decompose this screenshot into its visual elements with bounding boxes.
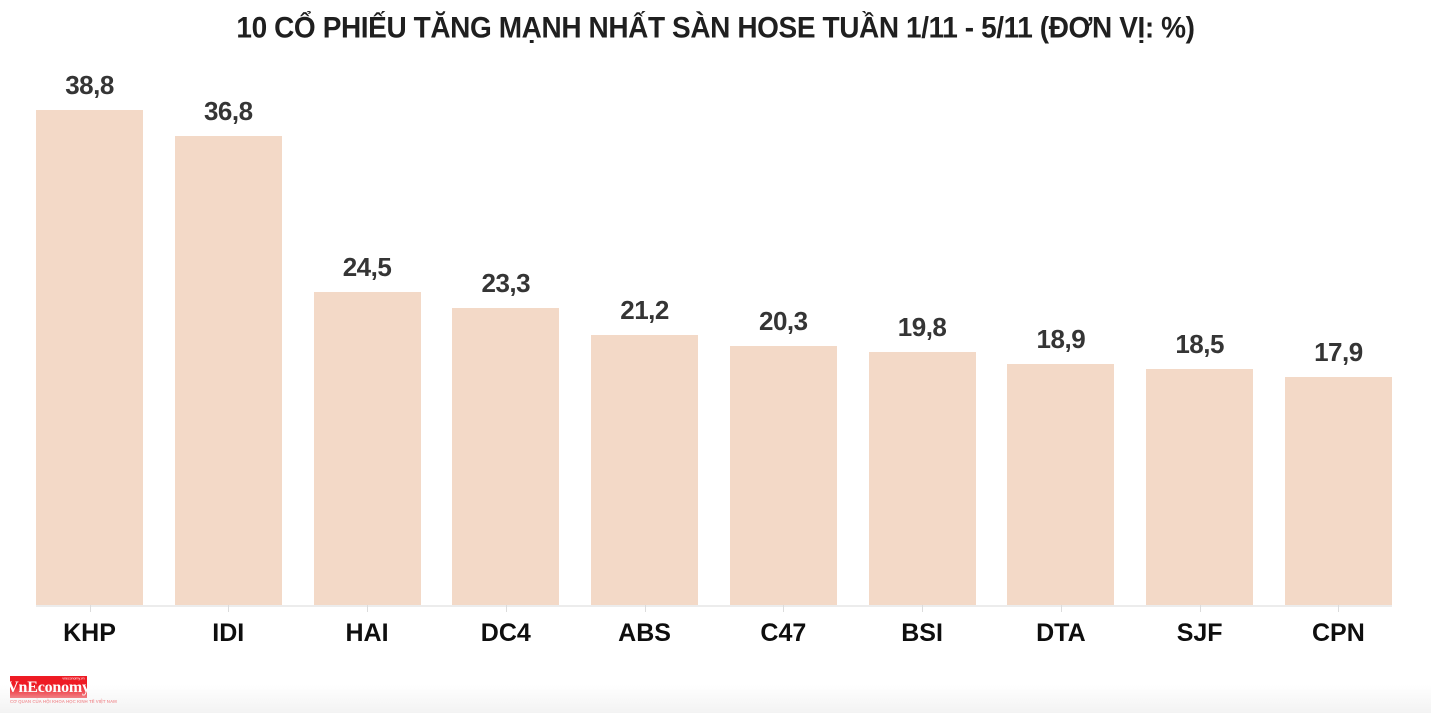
axis-tick [505, 605, 507, 612]
axis-tick [1060, 605, 1062, 612]
bar-value-label: 17,9 [1314, 337, 1363, 367]
bar-column: 21,2 [591, 295, 699, 605]
bar-column: 38,8 [36, 70, 143, 605]
bar [729, 346, 837, 605]
chart-title: 10 CỔ PHIẾU TĂNG MẠNH NHẤT SÀN HOSE TUẦN… [236, 11, 1195, 44]
category-cell: ABS [591, 605, 698, 648]
bar-value-label: 36,8 [203, 96, 253, 126]
axis-tick [367, 605, 369, 612]
axis-tick [228, 605, 230, 612]
category-label: CPN [1311, 619, 1365, 647]
bar-value-label: 21,2 [620, 295, 669, 325]
bar-column: 24,5 [313, 252, 421, 605]
axis-tick [1338, 605, 1340, 612]
bar-column: 23,3 [452, 268, 560, 605]
category-cell: DC4 [452, 605, 559, 648]
bar-value-label: 23,3 [481, 268, 531, 298]
logo-wordmark: VnEconomy [7, 679, 90, 696]
category-cell: C47 [730, 605, 837, 648]
category-cell: BSI [869, 605, 976, 648]
bar [868, 352, 976, 605]
category-label: KHP [63, 619, 116, 647]
bar-value-label: 18,9 [1036, 324, 1086, 354]
category-cell: IDI [175, 605, 282, 648]
bar [36, 110, 143, 605]
axis-tick [922, 605, 924, 612]
bar-column: 36,8 [174, 96, 282, 605]
category-label: DC4 [480, 619, 531, 647]
axis-tick [644, 605, 646, 612]
category-cell: HAI [314, 605, 421, 648]
axis-tick [783, 605, 785, 612]
bar [1146, 369, 1254, 605]
bar-column: 18,5 [1146, 329, 1254, 605]
bar [1284, 377, 1392, 605]
bar [174, 136, 282, 605]
axis-tick [1199, 605, 1201, 612]
axis-tick [89, 605, 91, 612]
category-label: IDI [212, 619, 245, 647]
category-row: KHP IDI HAI DC4 ABS C47 BSI DTA SJF CPN [36, 605, 1392, 648]
category-label: ABS [618, 619, 671, 647]
logo-url-text: vneconomy.vn [62, 677, 85, 681]
category-cell: DTA [1007, 605, 1114, 648]
category-label: BSI [901, 619, 943, 647]
category-cell: KHP [36, 605, 143, 648]
bar-column: 17,9 [1284, 337, 1392, 605]
category-label: HAI [345, 619, 389, 647]
category-label: DTA [1036, 619, 1086, 647]
vneconomy-logo: vneconomy.vn VnEconomy CƠ QUAN CỦA HỘI K… [7, 676, 117, 708]
category-cell: SJF [1146, 605, 1253, 648]
bar [313, 292, 421, 605]
bars-row: 38,8 36,8 24,5 23,3 21,2 20,3 19,8 18,9 … [36, 60, 1392, 605]
vneconomy-logo-box: vneconomy.vn VnEconomy [7, 676, 90, 698]
category-label: C47 [760, 619, 807, 647]
bar [1007, 364, 1115, 605]
bar-value-label: 38,8 [65, 70, 114, 100]
bar [591, 335, 699, 605]
bar-column: 20,3 [729, 306, 837, 605]
bar-value-label: 20,3 [759, 306, 808, 336]
bar-value-label: 18,5 [1175, 329, 1224, 359]
category-label: SJF [1176, 619, 1223, 647]
category-cell: CPN [1285, 605, 1392, 648]
bar-value-label: 24,5 [342, 252, 392, 282]
bar-column: 19,8 [868, 312, 976, 605]
plot-area: 38,8 36,8 24,5 23,3 21,2 20,3 19,8 18,9 … [36, 60, 1392, 607]
x-axis-line [36, 605, 1392, 607]
bottom-fade-decoration [0, 685, 1431, 713]
bar-value-label: 19,8 [897, 312, 947, 342]
bar [452, 308, 560, 605]
logo-tagline: CƠ QUAN CỦA HỘI KHOA HỌC KINH TẾ VIỆT NA… [10, 699, 117, 704]
bar-column: 18,9 [1007, 324, 1115, 605]
